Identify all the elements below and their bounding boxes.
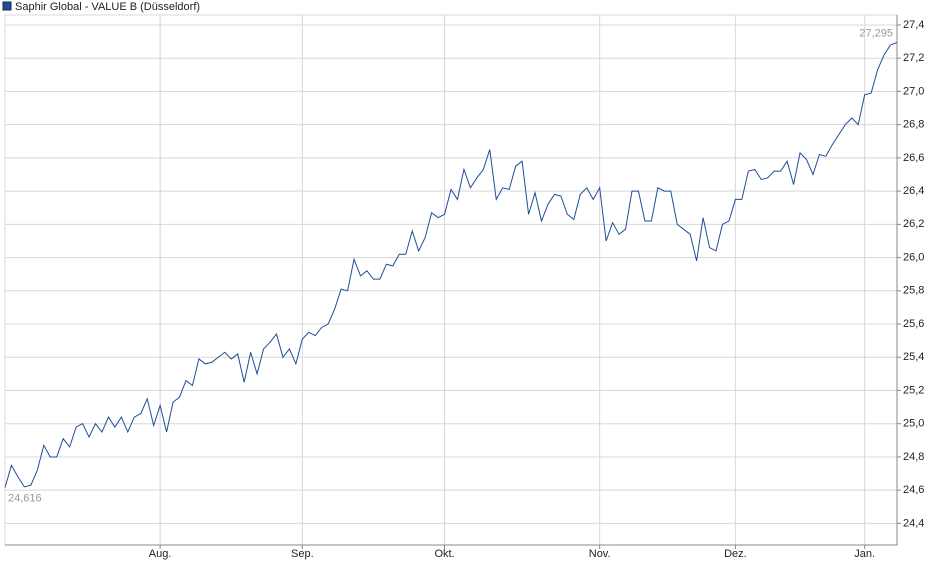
x-tick-label: Dez.: [724, 548, 747, 560]
x-tick-label: Aug.: [149, 548, 172, 560]
y-tick-label: 25,0: [903, 418, 924, 430]
x-tick-label: Okt.: [434, 548, 454, 560]
value-label: 24,616: [8, 492, 42, 504]
y-tick-label: 26,6: [903, 152, 924, 164]
y-tick-label: 27,2: [903, 52, 924, 64]
x-tick-label: Jan.: [854, 548, 875, 560]
y-tick-label: 25,4: [903, 351, 924, 363]
y-tick-label: 26,8: [903, 119, 924, 131]
y-tick-label: 25,6: [903, 318, 924, 330]
legend-label: Saphir Global - VALUE B (Düsseldorf): [15, 1, 200, 13]
y-tick-label: 27,0: [903, 85, 924, 97]
y-tick-label: 25,8: [903, 285, 924, 297]
y-tick-label: 26,4: [903, 185, 924, 197]
y-tick-label: 26,2: [903, 218, 924, 230]
y-tick-label: 25,2: [903, 384, 924, 396]
y-tick-label: 24,4: [903, 517, 924, 529]
value-label: 27,295: [859, 27, 893, 39]
price-line: [4, 41, 898, 488]
x-tick-label: Nov.: [589, 548, 611, 560]
y-tick-label: 24,8: [903, 451, 924, 463]
legend-swatch: [2, 1, 12, 11]
y-tick-label: 26,0: [903, 251, 924, 263]
y-tick-label: 27,4: [903, 19, 924, 31]
y-tick-label: 24,6: [903, 484, 924, 496]
x-tick-label: Sep.: [291, 548, 314, 560]
